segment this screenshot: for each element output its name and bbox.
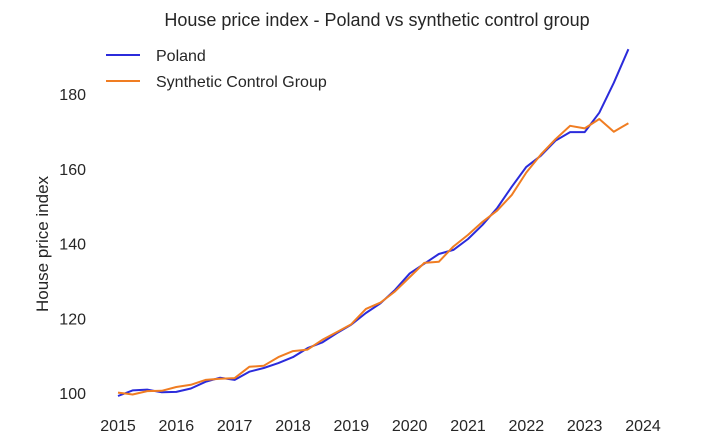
chart-title: House price index - Poland vs synthetic … <box>164 10 589 30</box>
y-tick-label: 100 <box>59 386 86 403</box>
series-line-poland <box>117 48 630 397</box>
y-axis-label: House price index <box>33 175 52 312</box>
x-tick-label: 2017 <box>217 418 253 435</box>
x-tick-label: 2018 <box>275 418 311 435</box>
y-tick-label: 180 <box>59 87 86 104</box>
legend: Poland Synthetic Control Group <box>106 48 327 91</box>
x-tick-label: 2021 <box>450 418 486 435</box>
legend-label: Synthetic Control Group <box>156 74 327 91</box>
x-tick-label: 2023 <box>567 418 603 435</box>
y-ticks: 100 120 140 160 180 <box>59 87 86 403</box>
legend-label: Poland <box>156 48 206 65</box>
series-lines <box>117 48 630 397</box>
x-tick-label: 2016 <box>159 418 195 435</box>
x-tick-label: 2024 <box>625 418 661 435</box>
x-tick-label: 2020 <box>392 418 428 435</box>
series-line-synthetic-control-group <box>117 118 629 396</box>
x-tick-label: 2015 <box>100 418 136 435</box>
x-tick-label: 2019 <box>334 418 370 435</box>
x-tick-label: 2022 <box>509 418 545 435</box>
x-ticks: 2015 2016 2017 2018 2019 2020 2021 2022 2023 2024 <box>100 418 661 435</box>
y-tick-label: 120 <box>59 311 86 328</box>
y-tick-label: 160 <box>59 162 86 179</box>
y-tick-label: 140 <box>59 237 86 254</box>
